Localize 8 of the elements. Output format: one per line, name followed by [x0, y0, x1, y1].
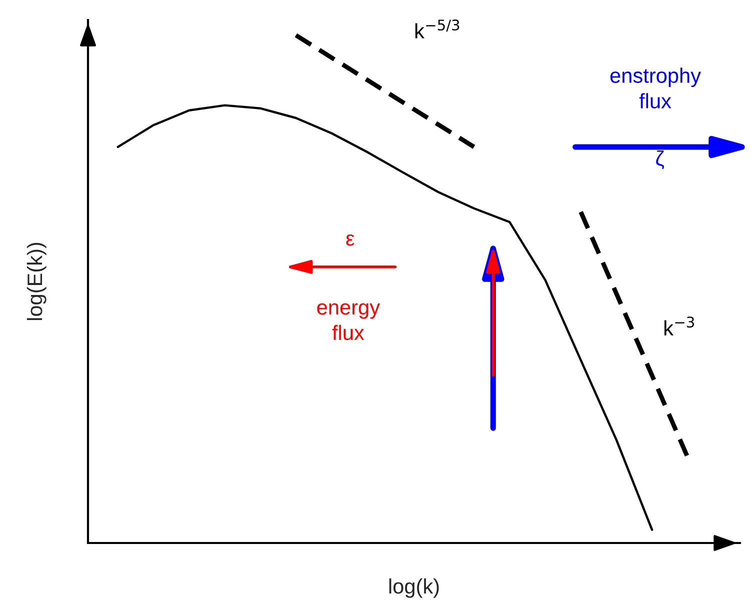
- annotation: k$^{−3}$: [664, 316, 694, 336]
- annotation: energy flux: [317, 303, 380, 340]
- annotation: k$^{−5/3}$: [415, 20, 460, 38]
- y-axis-title: log(E(k)): [26, 242, 46, 320]
- annotation: ζ: [656, 150, 664, 170]
- annotation: ε: [346, 234, 354, 246]
- annotation: enstrophy flux: [610, 68, 701, 108]
- x-axis-title: log(k): [389, 578, 439, 598]
